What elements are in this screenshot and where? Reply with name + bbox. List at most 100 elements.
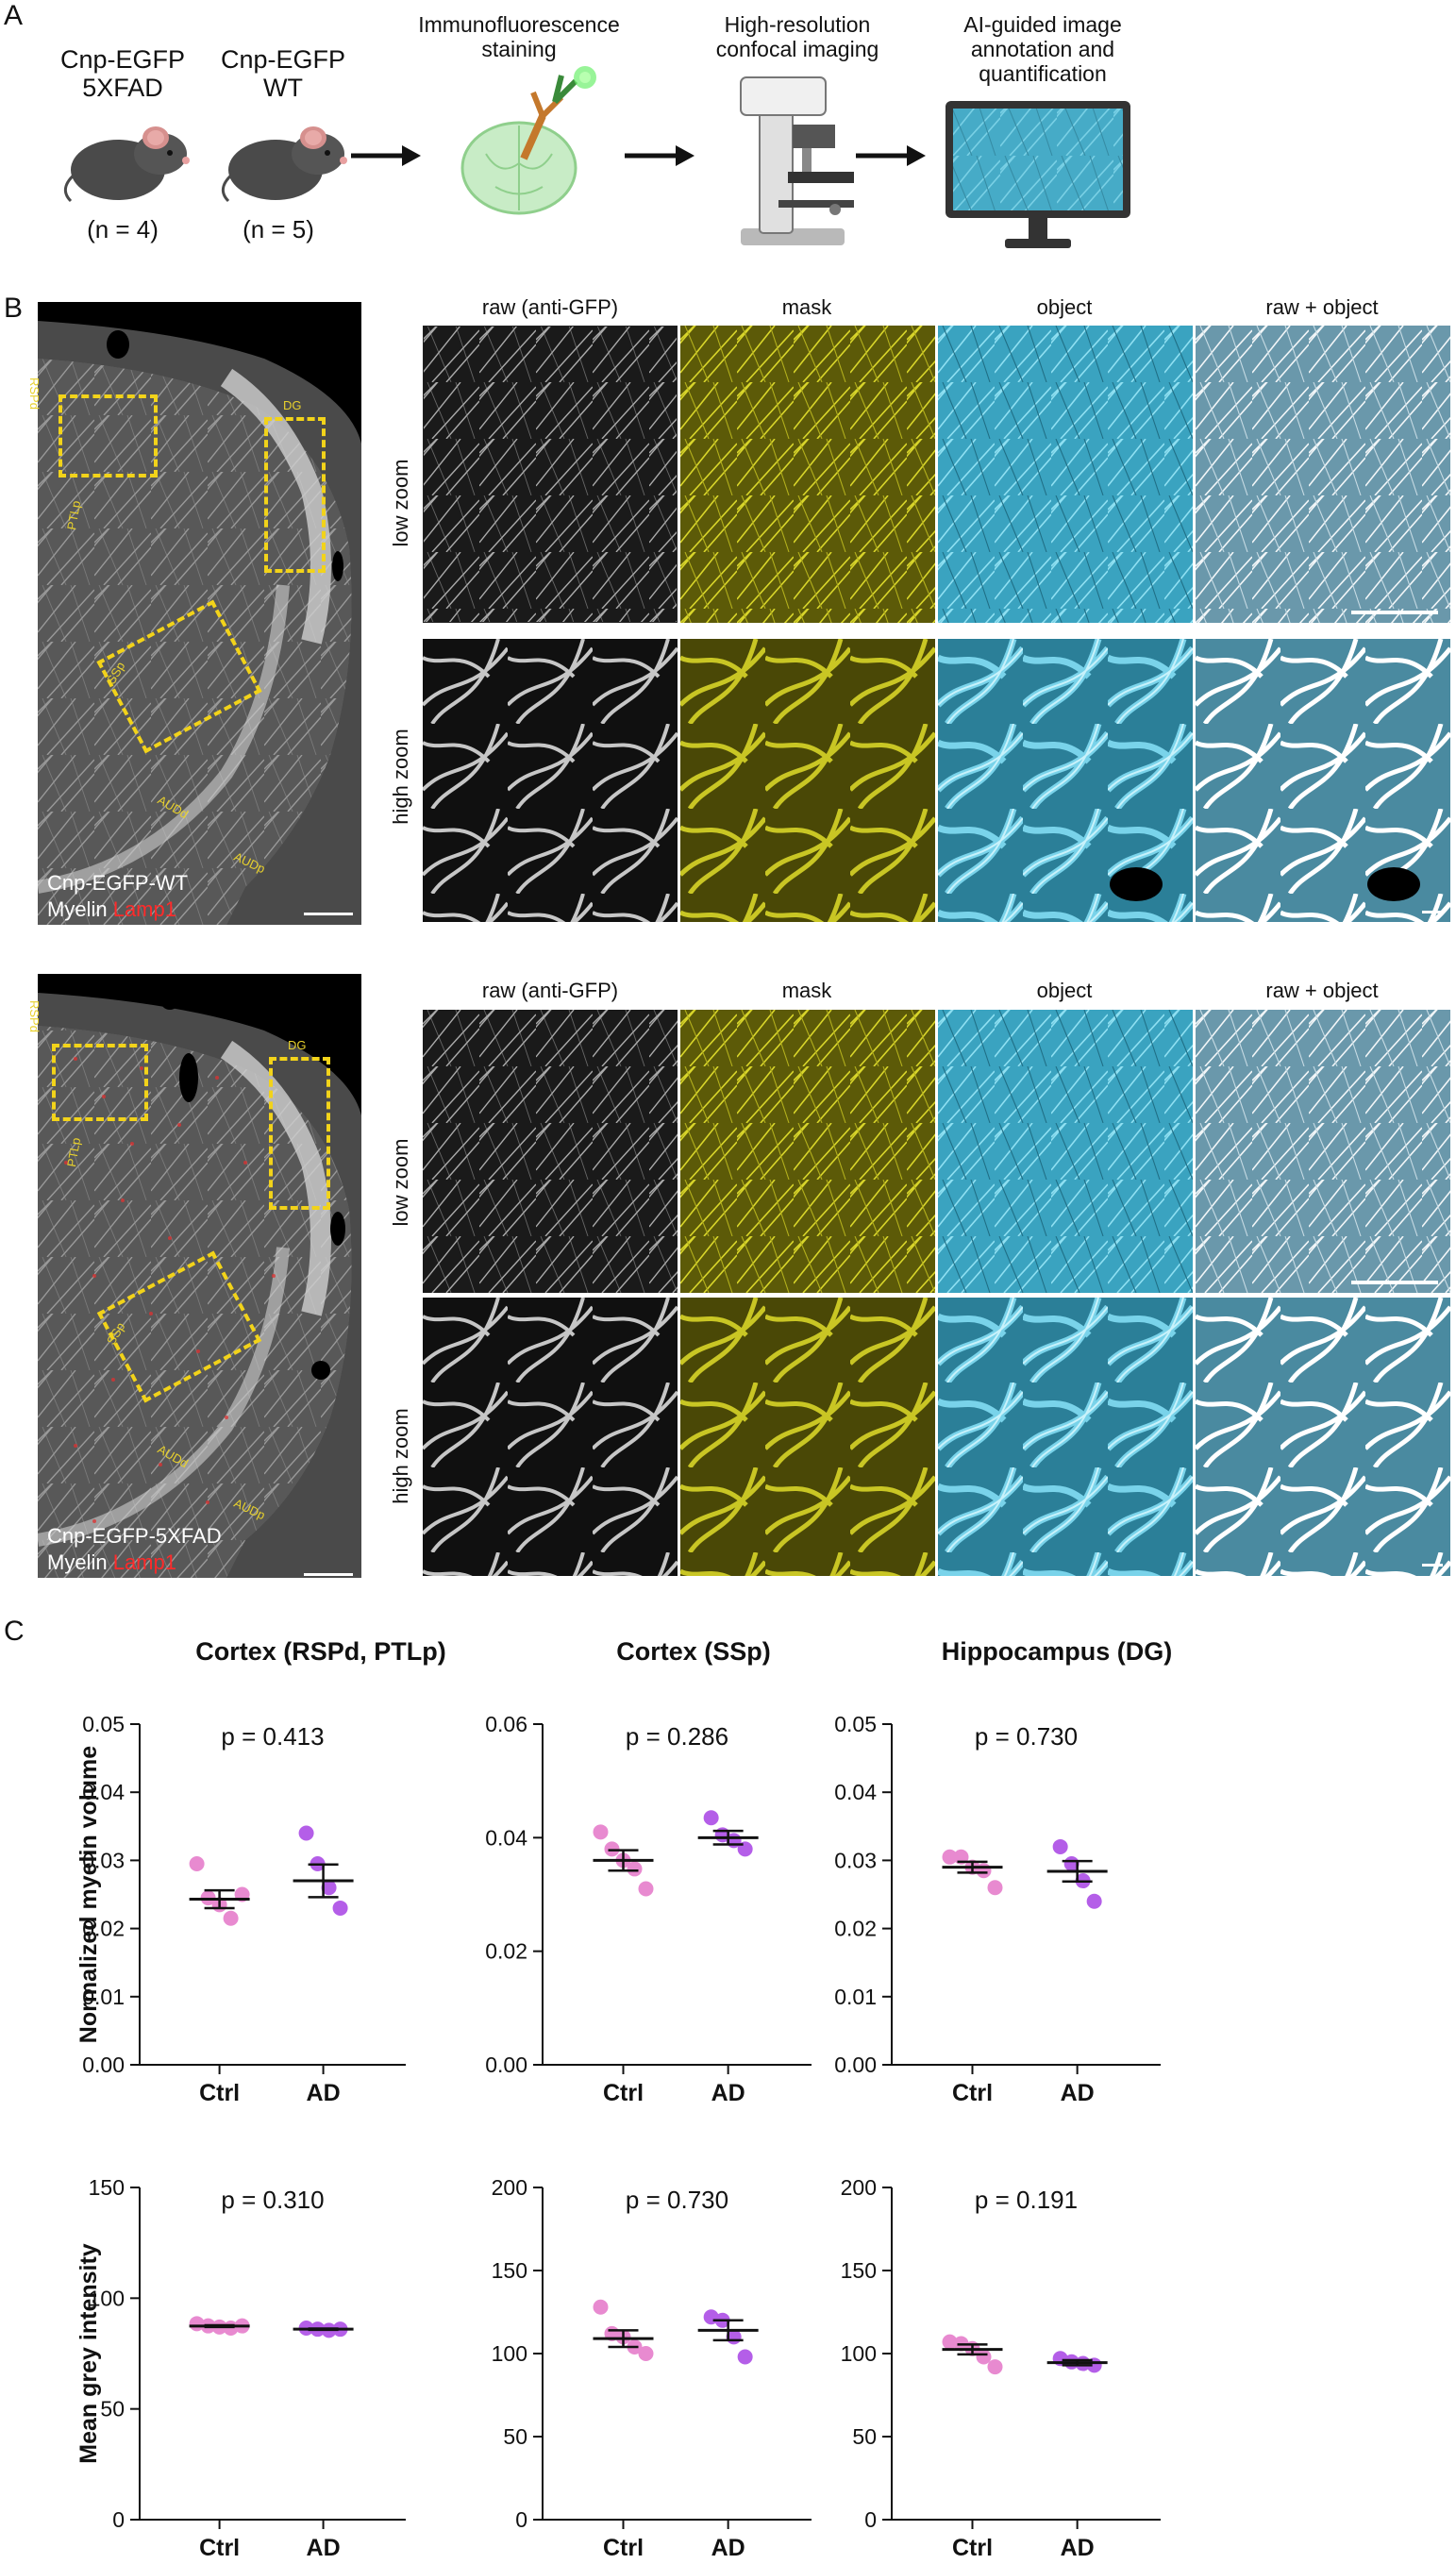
caption-wt-lamp1: Lamp1 <box>112 897 176 921</box>
mouse-ad-icon <box>63 126 190 203</box>
y-axis-label: Mean grey intensity <box>75 2243 102 2463</box>
y-tick-label: 0.05 <box>834 1712 877 1736</box>
tile-ad-low-object <box>938 1010 1193 1293</box>
x-tick-label: Ctrl <box>603 2535 644 2561</box>
panel-c-label: C <box>4 1616 25 1647</box>
tile-ad-low-raw <box>423 1010 678 1293</box>
chart-col-title-2: Cortex (SSp) <box>616 1637 771 1666</box>
arrow-right-icon <box>351 145 421 166</box>
col-header-mask: mask <box>781 295 832 319</box>
mouse-wt-n: (n = 5) <box>243 215 314 243</box>
x-tick-label: Ctrl <box>952 2535 993 2561</box>
ctrl-data-point <box>942 1849 958 1865</box>
brain-section-ad <box>38 974 361 1578</box>
y-tick-label: 0.04 <box>834 1780 877 1804</box>
y-tick-label: 0 <box>112 2507 125 2532</box>
mouse-ad-label: Cnp-EGFP 5XFAD <box>59 45 186 102</box>
tile-wt-low-overlay <box>1196 326 1450 623</box>
y-tick-label: 0.00 <box>82 2053 125 2077</box>
region-label-dg: DG <box>283 398 302 412</box>
chart-col-title-3: Hippocampus (DG) <box>941 1637 1173 1666</box>
y-tick-label: 100 <box>841 2341 877 2366</box>
y-tick-label: 0.04 <box>485 1825 527 1850</box>
roi-dg-wt <box>264 417 326 573</box>
ad-data-point <box>1086 1893 1102 1909</box>
y-tick-label: 200 <box>841 2175 877 2200</box>
scale-bar <box>304 1573 353 1576</box>
ad-data-point <box>332 1900 348 1916</box>
arrow-right-icon <box>856 145 926 166</box>
y-tick-label: 50 <box>852 2424 877 2449</box>
tile-wt-high-mask <box>680 639 935 922</box>
step-ai-label: AI-guided image annotation and quantific… <box>963 12 1122 86</box>
region-label-dg: DG <box>288 1038 307 1052</box>
caption-ad-line1: Cnp-EGFP-5XFAD <box>47 1524 222 1548</box>
tile-wt-high-raw <box>423 639 678 922</box>
ad-data-point <box>321 1880 337 1896</box>
y-tick-label: 0.01 <box>834 1985 877 2009</box>
caption-ad-lamp1: Lamp1 <box>112 1550 176 1574</box>
monitor-icon <box>946 101 1130 248</box>
y-tick-label: 50 <box>100 2397 125 2422</box>
ctrl-data-point <box>976 1863 992 1879</box>
ctrl-data-point <box>593 2299 609 2315</box>
y-tick-label: 0.05 <box>82 1712 125 1736</box>
col-header-overlay: raw + object <box>1265 295 1379 319</box>
roi-dg-ad <box>269 1057 330 1210</box>
y-tick-label: 0.02 <box>834 1917 877 1941</box>
ctrl-data-point <box>638 2346 654 2361</box>
caption-ad: Cnp-EGFP-5XFAD Myelin Lamp1 <box>47 1523 222 1576</box>
tile-ad-high-object <box>938 1298 1193 1576</box>
p-value-annotation: p = 0.413 <box>221 1722 324 1751</box>
caption-wt-myelin: Myelin <box>47 897 108 921</box>
p-value-annotation: p = 0.730 <box>626 2186 728 2214</box>
mouse-wt-icon <box>221 126 347 203</box>
ctrl-data-point <box>627 1861 643 1877</box>
y-tick-label: 0.00 <box>485 2053 527 2077</box>
chart-col-title-1: Cortex (RSPd, PTLp) <box>195 1637 446 1666</box>
step-staining-label: Immunofluorescence staining <box>418 12 620 61</box>
tile-wt-low-object <box>938 326 1193 623</box>
y-tick-label: 0.01 <box>82 1985 125 2009</box>
col-header-raw: raw (anti-GFP) <box>481 979 619 1002</box>
y-tick-label: 0.00 <box>834 2053 877 2077</box>
y-tick-label: 0 <box>864 2507 877 2532</box>
y-tick-label: 100 <box>89 2286 125 2310</box>
col-header-overlay: raw + object <box>1265 979 1379 1002</box>
tile-ad-high-raw <box>423 1298 678 1576</box>
ctrl-data-point <box>638 1881 654 1897</box>
x-tick-label: Ctrl <box>199 2535 240 2561</box>
ad-data-point <box>1052 1838 1068 1854</box>
y-tick-label: 0.06 <box>485 1712 527 1736</box>
col-header-raw: raw (anti-GFP) <box>481 295 619 319</box>
confocal-microscope-icon <box>740 76 854 245</box>
y-tick-label: 150 <box>492 2258 527 2283</box>
ctrl-data-point <box>593 1824 609 1840</box>
y-tick-label: 100 <box>492 2341 527 2366</box>
scale-bar <box>304 913 353 915</box>
panel-b-label: B <box>4 293 24 324</box>
ctrl-data-point <box>976 2349 992 2365</box>
brain-section-icon <box>460 66 596 215</box>
p-value-annotation: p = 0.730 <box>975 1722 1078 1751</box>
y-tick-label: 0.03 <box>82 1848 125 1872</box>
y-tick-label: 200 <box>492 2175 527 2200</box>
tile-wt-high-object <box>938 639 1193 922</box>
panel-a-label: A <box>4 0 24 31</box>
caption-ad-myelin: Myelin <box>47 1550 108 1574</box>
x-tick-label: Ctrl <box>952 2080 993 2106</box>
brain-section-wt <box>38 302 361 925</box>
tile-ad-low-overlay <box>1196 1010 1450 1293</box>
x-tick-label: AD <box>307 2535 341 2561</box>
y-tick-label: 150 <box>841 2258 877 2283</box>
ad-data-point <box>298 1825 314 1841</box>
col-header-object: object <box>1036 295 1093 319</box>
x-tick-label: Ctrl <box>199 2080 240 2106</box>
ctrl-data-point <box>189 1856 205 1872</box>
col-header-mask: mask <box>781 979 832 1002</box>
mouse-ad-n: (n = 4) <box>87 215 159 243</box>
tile-ad-high-mask <box>680 1298 935 1576</box>
y-axis-label: Normalized myelin volume <box>75 1746 102 2043</box>
x-tick-label: Ctrl <box>603 2080 644 2106</box>
